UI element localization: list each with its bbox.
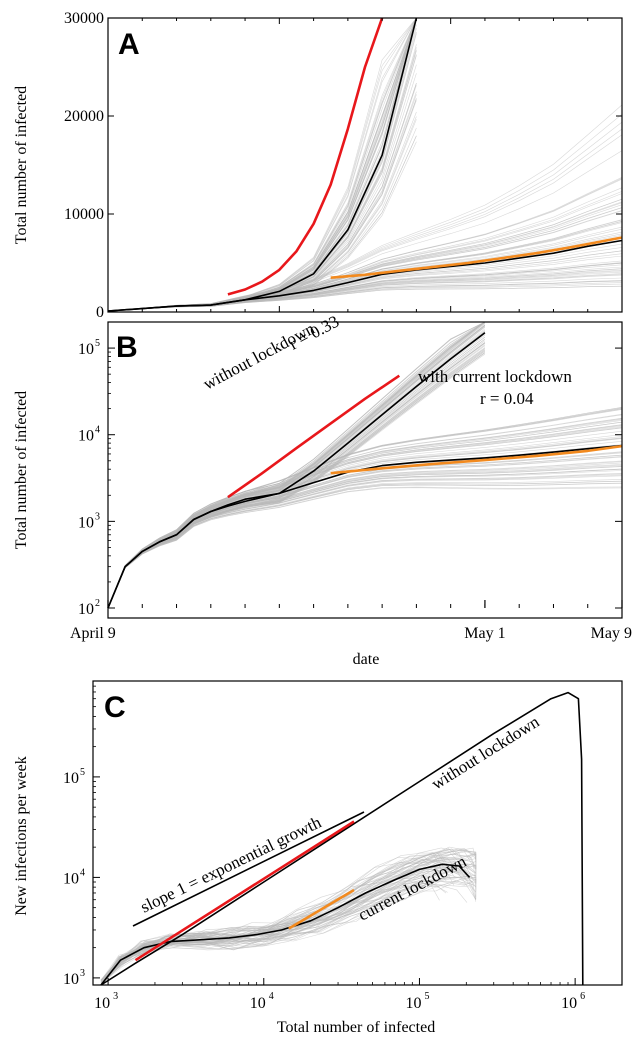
- c-x-tick-exponent: 4: [269, 991, 274, 1002]
- panel-a-ticks: 0 10000 20000 30000: [64, 10, 623, 321]
- trace-b-with: [107, 479, 623, 609]
- c-x-tick-exponent: 6: [580, 991, 585, 1002]
- trace-b-with: [107, 419, 623, 609]
- trace-b-with: [107, 475, 623, 609]
- b-x-tick-label: May 9: [591, 625, 632, 642]
- b-y-tick-label: 10: [78, 428, 94, 445]
- trace-b-with: [107, 408, 623, 609]
- trace-b-with: [107, 470, 623, 609]
- b-with-fit-line: [330, 444, 623, 475]
- panel-b-y-label: Total number of infected: [13, 391, 30, 549]
- panel-c-y-label: New infections per week: [13, 756, 30, 916]
- trace-b-with: [107, 420, 623, 609]
- trace-c-lockdown: [100, 879, 477, 984]
- b-y-tick-exponent: 2: [95, 598, 100, 609]
- c-x-tick-exponent: 5: [424, 991, 429, 1002]
- trace-a-without: [107, 100, 417, 312]
- panel-a-label: A: [118, 28, 140, 61]
- trace-a-with: [107, 222, 623, 312]
- trace-c-lockdown: [100, 860, 477, 981]
- b-y-tick-exponent: 3: [95, 511, 100, 522]
- b-y-tick-label: 10: [78, 601, 94, 618]
- c-x-tick-exponent: 3: [113, 991, 118, 1002]
- b-y-tick-exponent: 5: [95, 338, 100, 349]
- panel-b-series: [107, 332, 623, 609]
- c-x-tick-label: 10: [94, 995, 110, 1012]
- panel-b-x-label: date: [353, 651, 380, 668]
- c-y-tick-exponent: 5: [80, 767, 85, 778]
- b-y-tick-exponent: 4: [95, 425, 100, 436]
- trace-b-with: [107, 487, 623, 609]
- panel-c: 10 3 10 4 10 5 10 610 310 410 5 C New infections p…: [13, 680, 623, 1036]
- a-with-fit-line: [330, 236, 623, 279]
- trace-b-with: [107, 473, 623, 609]
- b-x-tick-label: April 9: [70, 625, 116, 642]
- trace-b-with: [107, 407, 623, 609]
- c-lockdown-fit-line: [288, 888, 355, 930]
- trace-a-with: [107, 285, 623, 312]
- trace-c-lockdown: [100, 863, 455, 981]
- panel-a-series: [107, 17, 623, 312]
- c-x-tick-label: 10: [561, 995, 577, 1012]
- b-with-mean-line: [107, 444, 623, 609]
- trace-b-with: [107, 462, 623, 609]
- trace-a-with: [107, 128, 623, 312]
- annotation-without-lockdown-c: without lockdown: [428, 712, 543, 794]
- panel-a-y-label: Total number of infected: [13, 86, 30, 244]
- trace-a-without: [107, 47, 417, 312]
- b-y-tick-label: 10: [78, 341, 94, 358]
- c-x-tick-label: 10: [405, 995, 421, 1012]
- panel-a-ensemble-traces: [107, 17, 623, 312]
- panel-c-label: C: [104, 691, 126, 724]
- trace-b-with: [107, 474, 623, 609]
- trace-b-with: [107, 482, 623, 609]
- a-y-tick-label: 10000: [64, 206, 104, 223]
- c-y-tick-label: 10: [63, 770, 79, 787]
- a-y-tick-label: 0: [96, 304, 104, 321]
- trace-b-with: [107, 418, 623, 609]
- c-x-tick-label: 10: [250, 995, 266, 1012]
- a-without-fit-line: [227, 17, 384, 296]
- panel-a: 0 10000 20000 30000 A Total number of infec…: [13, 10, 623, 321]
- a-with-mean-line: [107, 239, 623, 312]
- panel-c-series: [100, 691, 584, 986]
- panel-b-frame: [107, 321, 623, 619]
- annotation-r-033: r = 0.33: [286, 312, 342, 354]
- b-without-fit-line: [227, 374, 401, 499]
- b-y-tick-label: 10: [78, 514, 94, 531]
- panel-a-frame: [107, 17, 623, 313]
- panel-c-ticks: 10 3 10 4 10 5 10 610 310 410 5: [63, 680, 623, 1012]
- panel-c-ensemble-traces: [100, 846, 477, 985]
- c-exponential-line: [134, 820, 355, 962]
- slope-guide-line: [132, 811, 365, 927]
- a-y-tick-label: 30000: [64, 10, 104, 27]
- c-y-tick-label: 10: [63, 870, 79, 887]
- trace-b-with: [107, 486, 623, 609]
- trace-b-with: [107, 413, 623, 609]
- panel-b-label: B: [116, 331, 138, 364]
- c-y-tick-label: 10: [63, 971, 79, 988]
- trace-b-with: [107, 473, 623, 609]
- a-y-tick-label: 20000: [64, 108, 104, 125]
- trace-c-lockdown: [100, 848, 462, 985]
- trace-b-with: [107, 481, 623, 609]
- c-y-tick-exponent: 4: [80, 867, 85, 878]
- trace-b-with: [107, 480, 623, 609]
- trace-a-with: [107, 187, 623, 312]
- trace-b-with: [107, 483, 623, 609]
- trace-a-with: [107, 250, 623, 312]
- c-y-tick-exponent: 3: [80, 968, 85, 979]
- trace-c-lockdown: [100, 849, 477, 983]
- trace-b-with: [107, 430, 623, 609]
- b-x-tick-label: May 1: [464, 625, 505, 642]
- c-without-lockdown-line: [100, 691, 584, 986]
- annotation-with-current-lockdown: with current lockdown: [418, 367, 572, 386]
- panel-c-x-label: Total number of infected: [277, 1019, 435, 1036]
- panel-b-ensemble-traces: [107, 321, 623, 609]
- annotation-r-004: r = 0.04: [480, 389, 534, 408]
